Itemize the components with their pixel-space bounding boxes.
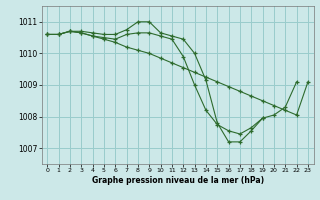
X-axis label: Graphe pression niveau de la mer (hPa): Graphe pression niveau de la mer (hPa) xyxy=(92,176,264,185)
